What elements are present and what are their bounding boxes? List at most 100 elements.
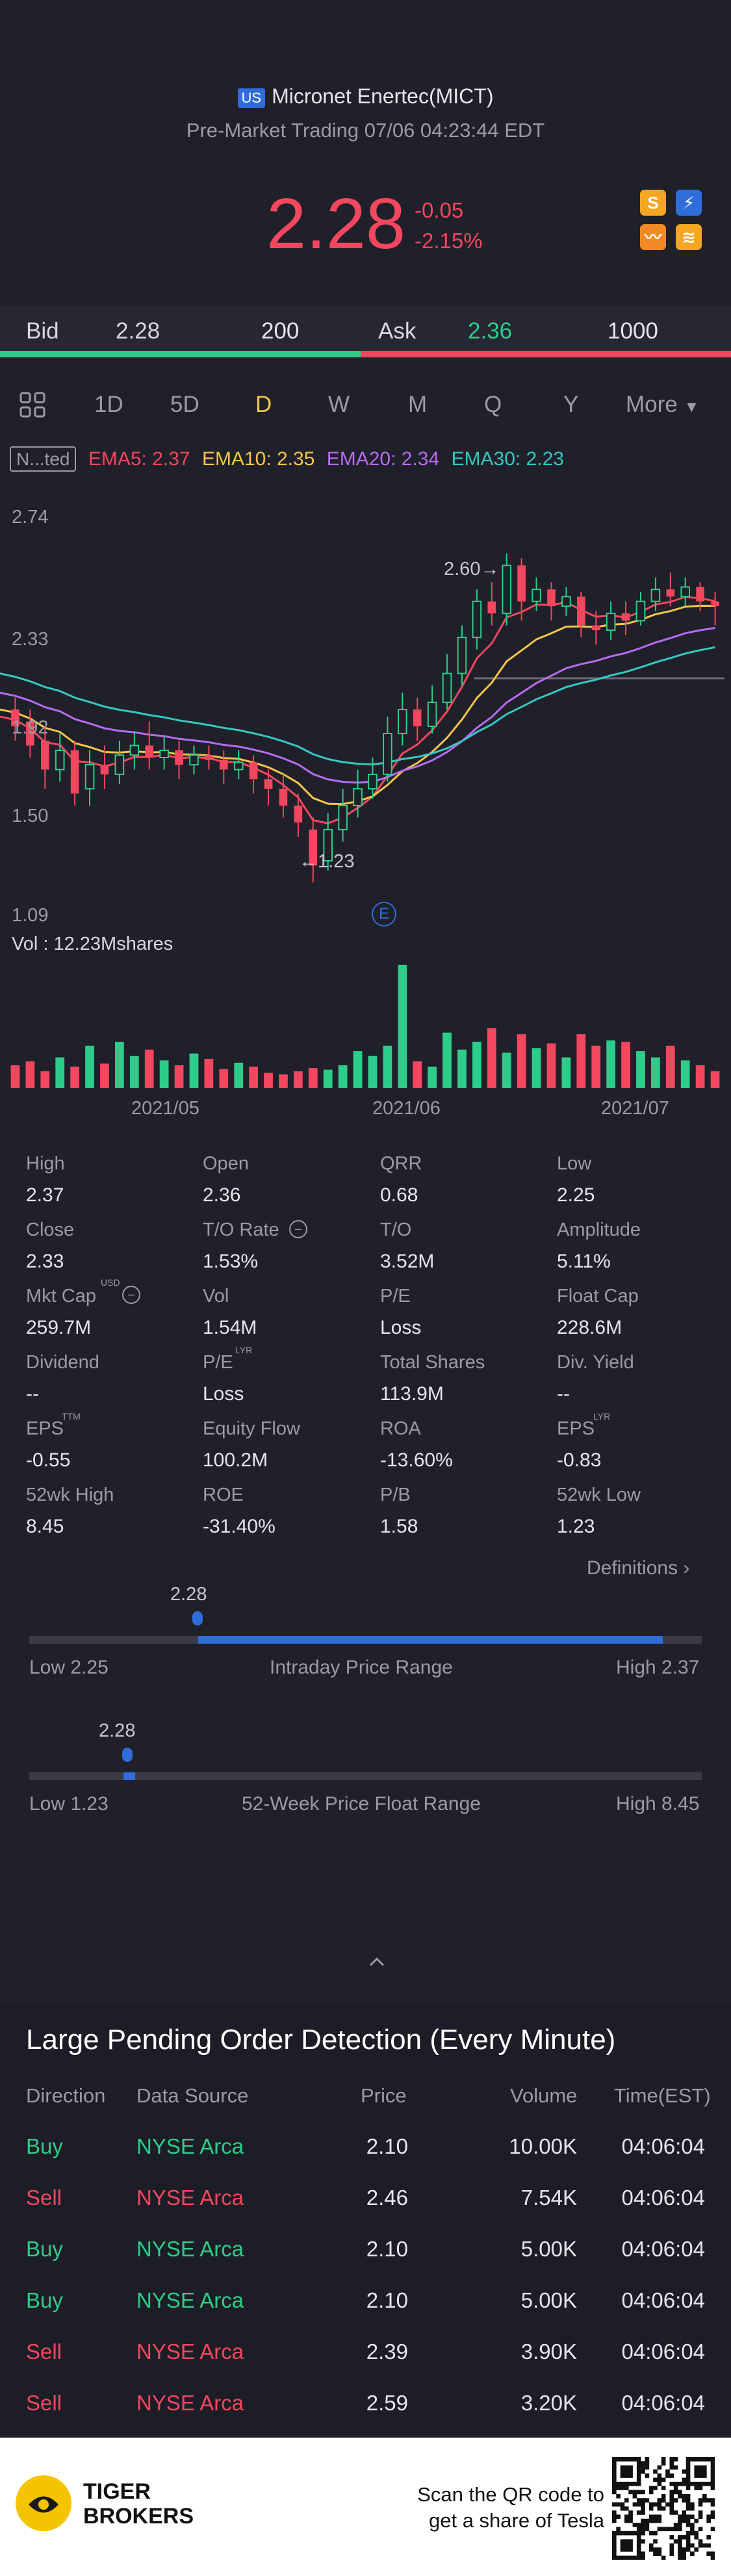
- candle: [472, 589, 482, 650]
- orders-header-source: Data Source: [136, 2084, 249, 2107]
- tab-d[interactable]: D: [255, 392, 272, 417]
- grid-layout-icon[interactable]: [18, 390, 47, 425]
- volume-bar: [249, 1066, 258, 1088]
- candle: [100, 745, 109, 789]
- candle: [427, 685, 437, 734]
- indicator-tag[interactable]: N...ted: [10, 446, 77, 472]
- candle: [84, 750, 95, 806]
- candle: [413, 697, 422, 741]
- candle: [279, 774, 288, 818]
- price-change-pct: -2.15%: [415, 229, 483, 253]
- volume-bar: [636, 1051, 645, 1088]
- candle: [487, 582, 496, 626]
- definitions-link[interactable]: Definitions ›: [587, 1557, 690, 1579]
- database-icon[interactable]: ≋: [676, 224, 702, 250]
- x-tick-label: 2021/05: [131, 1098, 199, 1119]
- ema30-line: [0, 646, 715, 766]
- order-price: 2.46: [366, 2186, 408, 2210]
- x-tick-label: 2021/06: [372, 1098, 441, 1119]
- volume-bar: [338, 1065, 348, 1088]
- volume-bar: [308, 1068, 318, 1088]
- s-badge-icon[interactable]: S: [640, 190, 666, 216]
- candle: [666, 572, 675, 607]
- stat-value: 2.25: [557, 1184, 595, 1206]
- candle: [517, 558, 526, 621]
- high-annotation: 2.60→: [444, 559, 500, 580]
- order-vol: 5.00K: [520, 2288, 577, 2312]
- candle: [219, 750, 228, 784]
- volume-bar: [85, 1045, 94, 1088]
- stat-value: 0.68: [380, 1184, 418, 1206]
- tab-y[interactable]: Y: [563, 392, 579, 417]
- tab-more[interactable]: More ▼: [626, 392, 699, 418]
- intraday-pin-icon: [192, 1611, 203, 1626]
- intraday-low: Low 2.25: [29, 1657, 109, 1678]
- candle: [368, 758, 378, 798]
- order-time: 04:06:04: [621, 2288, 705, 2312]
- week52-low: Low 1.23: [29, 1793, 109, 1815]
- week52-pin-icon: [122, 1748, 133, 1762]
- bid-size: 200: [261, 318, 300, 344]
- more-label: More: [626, 392, 678, 417]
- volume-bar: [442, 1032, 452, 1088]
- chart-wave-icon[interactable]: 〰: [640, 224, 666, 250]
- qr-code-icon[interactable]: [612, 2457, 715, 2560]
- candle: [159, 735, 169, 770]
- stat-label: Low: [557, 1153, 592, 1174]
- volume-bar: [561, 1057, 571, 1088]
- stat-value: 8.45: [26, 1516, 64, 1537]
- volume-bar: [100, 1064, 109, 1088]
- volume-bar: [428, 1066, 437, 1088]
- pe-lyr-sup: LYR: [235, 1345, 253, 1355]
- candle: [502, 553, 512, 626]
- stat-value: 2.33: [26, 1251, 64, 1272]
- volume-bar: [413, 1061, 422, 1088]
- tab-q[interactable]: Q: [484, 392, 502, 417]
- candle: [40, 726, 49, 789]
- stat-value: 1.23: [557, 1516, 595, 1537]
- volume-chart[interactable]: [0, 962, 731, 1091]
- candlestick-chart[interactable]: [0, 507, 731, 929]
- order-price: 2.10: [366, 2134, 408, 2158]
- info-icon[interactable]: –: [289, 1220, 307, 1238]
- order-time: 04:06:04: [621, 2134, 705, 2158]
- candle: [309, 817, 318, 883]
- stat-label: Open: [203, 1153, 249, 1174]
- tab-1d[interactable]: 1D: [94, 392, 123, 417]
- volume-bar: [189, 1053, 199, 1088]
- order-src: NYSE Arca: [136, 2186, 244, 2210]
- candle: [606, 601, 616, 640]
- week52-range-track: [29, 1772, 702, 1780]
- volume-bar: [546, 1043, 556, 1088]
- candle: [323, 813, 333, 871]
- stat-value: 1.54M: [203, 1317, 257, 1338]
- volume-bar: [323, 1069, 333, 1088]
- stat-value: -13.60%: [380, 1449, 453, 1471]
- volume-bar: [55, 1057, 65, 1088]
- stat-label: Total Shares: [380, 1352, 485, 1373]
- ema30-label: EMA30: 2.23: [451, 448, 564, 470]
- stat-value: 1.58: [380, 1516, 418, 1537]
- order-dir: Buy: [26, 2237, 63, 2261]
- info-icon[interactable]: –: [122, 1286, 140, 1304]
- candle: [205, 745, 213, 770]
- earnings-event-marker[interactable]: E: [372, 902, 396, 926]
- bid-depth-bar: [0, 351, 361, 357]
- candle: [650, 577, 661, 611]
- candle: [294, 793, 303, 837]
- qr-promo-text: Scan the QR code to get a share of Tesla: [417, 2483, 604, 2532]
- stat-label: EPS: [557, 1418, 595, 1439]
- tab-m[interactable]: M: [408, 392, 428, 417]
- tab-w[interactable]: W: [328, 392, 350, 417]
- lightning-icon[interactable]: ⚡: [676, 190, 702, 216]
- stat-value: Loss: [203, 1383, 244, 1405]
- candle: [353, 769, 363, 818]
- volume-bar: [487, 1028, 496, 1088]
- collapse-chevron-up-icon[interactable]: [367, 1956, 387, 1972]
- tab-5d[interactable]: 5D: [170, 392, 199, 417]
- candle: [621, 601, 630, 635]
- volume-bar: [695, 1065, 705, 1088]
- intraday-range-fill: [198, 1636, 663, 1644]
- candle: [532, 577, 541, 611]
- orders-header-volume: Volume: [510, 2084, 578, 2107]
